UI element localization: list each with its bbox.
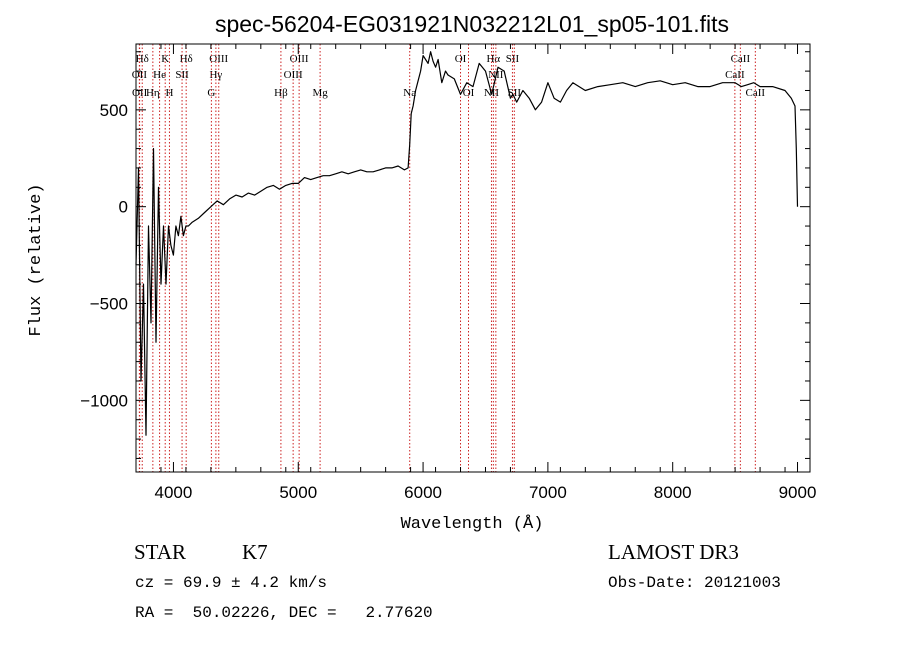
spectral-line-label: Hβ	[274, 87, 288, 99]
x-tick-label: 8000	[654, 483, 692, 502]
spectral-line-label: OI	[463, 87, 475, 99]
spectral-line-label: Hη	[146, 87, 160, 99]
chart-title: spec-56204-EG031921N032212L01_sp05-101.f…	[215, 11, 729, 37]
x-tick-label: 9000	[779, 483, 817, 502]
spectrum-curve-group	[135, 51, 799, 436]
spectral-line-label: Hα	[486, 53, 500, 65]
spectral-line-label: SII	[506, 53, 520, 65]
object-class: STAR	[134, 540, 186, 564]
spectrum-line	[135, 51, 799, 436]
spectral-line-label: Hδ	[180, 53, 193, 65]
spectral-line-label: H	[165, 87, 173, 99]
spectral-line-label: CaII	[725, 69, 745, 81]
survey-name: LAMOST DR3	[608, 540, 739, 564]
spectral-line-label: OIII	[284, 69, 303, 81]
y-tick-label: −500	[90, 295, 128, 314]
spectral-line-label: G	[207, 87, 215, 99]
spectral-line-label: OIII	[290, 53, 309, 65]
spectral-line-label: SII	[508, 87, 522, 99]
spectral-line-label: SII	[175, 69, 189, 81]
x-tick-label: 6000	[404, 483, 442, 502]
spectral-line-label: He	[153, 69, 166, 81]
spectral-line-label: Hγ	[209, 69, 222, 81]
y-tick-label: 0	[119, 198, 128, 217]
object-subclass: K7	[242, 540, 268, 564]
observation-date: Obs-Date: 20121003	[608, 574, 781, 592]
spectral-line-label: OIII	[209, 53, 228, 65]
y-axis-label: Flux (relative)	[27, 183, 46, 336]
x-tick-label: 5000	[279, 483, 317, 502]
plot-frame	[135, 43, 811, 473]
spectral-line-label: Mg	[312, 87, 328, 99]
x-tick-label: 4000	[155, 483, 193, 502]
spectral-line-label: CaII	[746, 87, 766, 99]
spectral-line-label: Hδ	[136, 53, 149, 65]
axes: 4000 5000 6000 7000 8000 9000 −1000 −500 0 500	[80, 43, 817, 502]
sky-coordinates: RA = 50.02226, DEC = 2.77620	[135, 604, 433, 622]
spectral-line-label: CaII	[731, 53, 751, 65]
y-tick-label: −1000	[80, 391, 128, 410]
x-axis-label: Wavelength (Å)	[401, 515, 544, 534]
spectral-line-label: Na	[403, 87, 416, 99]
spectral-line-label: OI	[455, 53, 467, 65]
y-tick-label: 500	[100, 101, 128, 120]
x-tick-label: 7000	[529, 483, 567, 502]
spectral-line-label: K	[161, 53, 169, 65]
redshift-velocity: cz = 69.9 ± 4.2 km/s	[135, 574, 328, 592]
